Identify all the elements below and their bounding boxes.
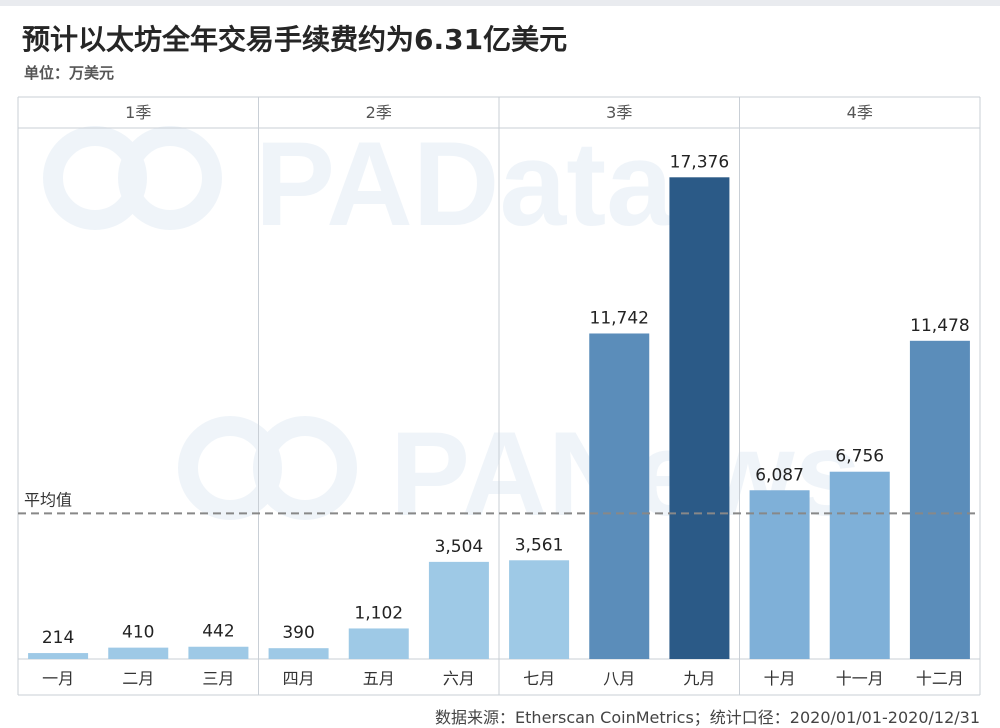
quarter-label: 2季 bbox=[366, 103, 392, 122]
bar-value-label: 6,756 bbox=[835, 447, 884, 467]
bar bbox=[909, 340, 970, 659]
bar-value-label: 3,561 bbox=[515, 535, 564, 555]
bar bbox=[829, 471, 890, 659]
panews-logo-icon bbox=[178, 416, 357, 520]
month-label: 九月 bbox=[683, 669, 715, 688]
bar-value-label: 11,478 bbox=[910, 316, 969, 336]
bar bbox=[428, 561, 489, 659]
bar bbox=[108, 647, 169, 659]
quarter-dividers bbox=[258, 97, 740, 695]
bar bbox=[749, 490, 810, 659]
month-labels: 一月 二月 三月 四月 五月 六月 七月 八月 九月 十月 十一月 十二月 bbox=[42, 669, 964, 688]
month-label: 十一月 bbox=[836, 669, 884, 688]
bar bbox=[188, 646, 249, 659]
month-label: 四月 bbox=[283, 669, 315, 688]
bars bbox=[28, 177, 970, 660]
bar-value-label: 6,087 bbox=[755, 465, 804, 485]
month-label: 八月 bbox=[603, 669, 635, 688]
bar-value-label: 1,102 bbox=[354, 603, 403, 623]
bar-value-label: 390 bbox=[282, 623, 314, 643]
quarter-label: 3季 bbox=[606, 103, 632, 122]
quarter-labels: 1季 2季 3季 4季 bbox=[125, 103, 873, 122]
month-label: 七月 bbox=[523, 669, 555, 688]
value-labels: 214 410 442 390 1,102 3,504 3,561 11,742 17,376 6… bbox=[42, 152, 970, 648]
quarter-label: 4季 bbox=[847, 103, 873, 122]
month-label: 五月 bbox=[363, 669, 395, 688]
chart-title: 预计以太坊全年交易手续费约为6.31亿美元 bbox=[22, 23, 568, 56]
quarter-label: 1季 bbox=[125, 103, 151, 122]
month-label: 十月 bbox=[764, 669, 796, 688]
watermark-text: PAData bbox=[255, 117, 674, 251]
top-bar bbox=[0, 0, 1000, 6]
month-label: 一月 bbox=[42, 669, 74, 688]
bar bbox=[589, 333, 650, 659]
bar-value-label: 11,742 bbox=[590, 308, 649, 328]
bar bbox=[669, 177, 730, 660]
panews-logo-icon bbox=[43, 126, 222, 230]
watermark-padata: PAData bbox=[43, 117, 674, 251]
bar-value-label: 410 bbox=[122, 623, 154, 643]
bar-value-label: 3,504 bbox=[435, 537, 484, 557]
source-note: 数据来源：Etherscan CoinMetrics；统计口径：2020/01/… bbox=[435, 708, 980, 727]
month-label: 二月 bbox=[122, 669, 154, 688]
bar-value-label: 442 bbox=[202, 622, 234, 642]
bar bbox=[509, 560, 570, 659]
average-label: 平均值 bbox=[24, 490, 72, 509]
month-label: 十二月 bbox=[916, 669, 964, 688]
bar bbox=[28, 653, 89, 659]
unit-label: 单位：万美元 bbox=[24, 64, 115, 82]
bar bbox=[348, 628, 409, 659]
month-label: 六月 bbox=[443, 669, 475, 688]
bar bbox=[268, 648, 329, 659]
month-label: 三月 bbox=[202, 669, 234, 688]
bar-value-label: 17,376 bbox=[670, 152, 729, 172]
bar-value-label: 214 bbox=[42, 628, 74, 648]
average-marker: 平均值 bbox=[18, 490, 980, 515]
